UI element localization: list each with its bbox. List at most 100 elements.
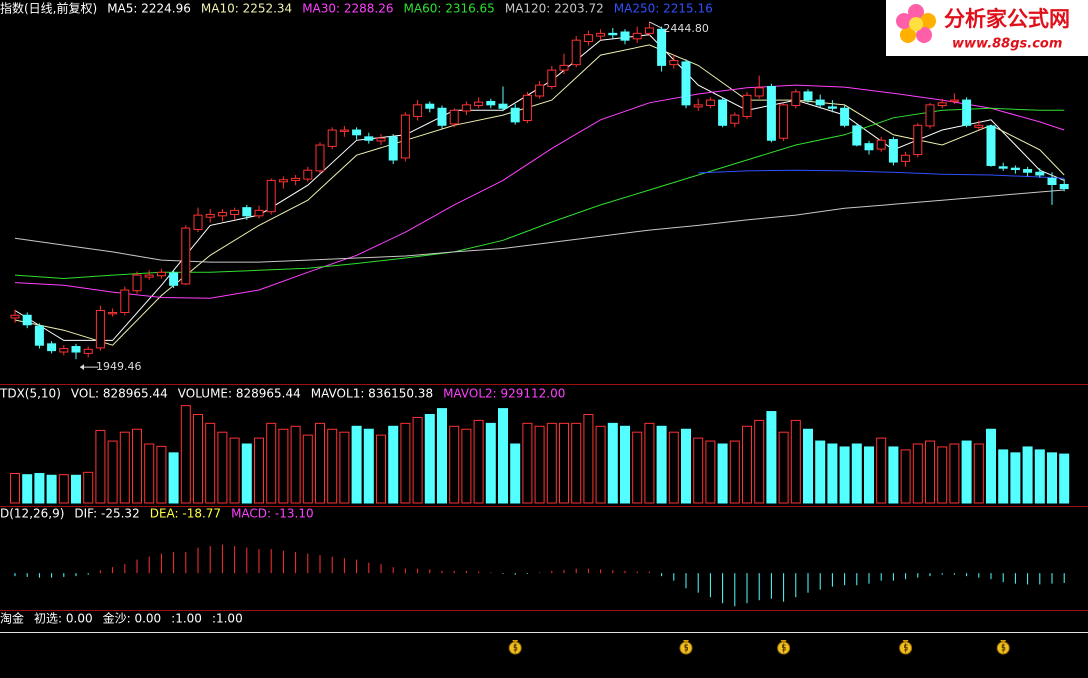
candle-body [730,114,740,124]
candle-body [437,107,447,126]
volume-bar [302,434,313,504]
candle-body [266,179,276,213]
candle-body [998,166,1008,169]
candle-body [461,104,471,112]
candle-body [291,177,301,181]
candle-body [669,60,679,66]
signal-icon [679,640,693,655]
candle-body [949,99,959,102]
header-text: MA30: 2288.26 [302,2,393,16]
header-text: 淘金 [0,611,24,626]
candle-body [852,125,862,146]
signal-icon [996,640,1010,655]
indicator-line [14,107,1065,280]
header-text: MA10: 2252.34 [201,2,292,16]
bag-sign [513,643,518,653]
logo-url: www.88gs.com [952,37,1062,52]
candle-body [791,91,801,107]
candle-body [742,94,752,117]
header-text: :1.00 [171,612,202,626]
candle-body [815,99,825,106]
volume-bar [559,422,569,504]
volume-bar [144,443,155,504]
candle-body [22,314,32,326]
candle-body [864,143,874,151]
volume-bar [107,440,118,504]
volume-bar [571,422,582,504]
volume-bar [485,422,496,504]
volume-bar [534,425,545,504]
header-text: MACD: -13.10 [231,507,314,521]
candle-body [413,104,423,117]
candle-body [962,99,972,126]
candle-body [986,125,996,166]
candle-body [620,31,630,41]
candle-body [644,27,654,34]
candle-body [230,209,240,215]
volume-bar [644,422,655,504]
candle-body [83,348,93,354]
candle-body [95,309,105,349]
candle-body [339,129,349,132]
logo-title: 分析家公式网 [944,7,1070,31]
volume-bar [1010,452,1021,504]
volume-bar [839,446,850,504]
volume-bar [742,425,752,504]
bag-sign [904,643,908,653]
candle-body [327,129,337,147]
candle-body [1010,167,1020,171]
volume-bar [766,411,777,504]
candle-body [498,103,508,109]
volume-bar [510,443,521,504]
candle-body [705,99,715,107]
volume-bar [937,446,948,504]
header-text: 金沙: 0.00 [103,611,162,626]
candle-body [315,144,325,172]
candle-body [1059,184,1069,190]
volume-bar [681,428,691,504]
candle-body [766,85,776,141]
volume-bar [339,431,350,504]
candle-body [876,139,886,150]
candle-body [888,139,898,163]
volume-bar [803,428,813,504]
candle-body [449,109,459,125]
volume-bar [205,422,216,504]
candle-body [181,227,191,285]
volume-bar [864,446,874,504]
header-text: MA60: 2316.65 [404,2,495,16]
candle-body [303,169,313,180]
annotation-leader [649,21,662,29]
candle-body [693,104,703,108]
volume-bar [498,408,508,504]
volume-bar [193,414,203,504]
volume-bar [412,416,423,504]
volume-bar [363,428,374,504]
bag-sign [782,643,786,653]
indicator-line [698,169,1065,179]
volume-bar [290,425,301,504]
volume-bar [754,419,765,504]
candle-body [400,114,410,159]
candle-body [242,207,252,217]
candle-body [132,274,142,292]
volume-bar [815,440,826,504]
indicator-line [14,189,1065,263]
annotation-label: 1949.46 [96,360,142,373]
candle-body [144,274,154,278]
volume-bar [729,440,740,504]
candle-body [583,34,593,43]
indicator-line [14,44,1065,346]
candle-body [1035,171,1045,176]
candle-body [657,28,667,66]
candle-body [59,348,69,353]
header-text: DIF: -25.32 [74,507,139,521]
volume-bar [522,422,533,504]
candle-body [547,69,557,87]
volume-bar [156,445,167,504]
volume-bar [266,422,277,504]
bag-sign [684,643,688,653]
annotation-label: 2444.80 [663,22,709,35]
signal-icon [899,640,913,655]
